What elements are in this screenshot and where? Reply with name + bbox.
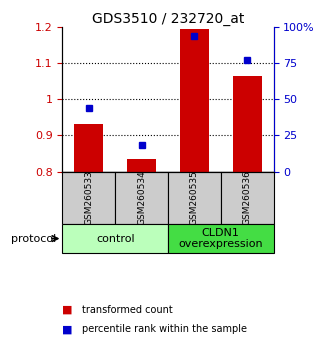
Bar [62,224,168,253]
Text: protocol: protocol [11,234,56,244]
Bar [115,172,168,224]
Bar [180,29,209,172]
Text: control: control [96,234,134,244]
Text: ■: ■ [62,305,73,315]
Bar [74,124,103,172]
Text: ■: ■ [62,324,73,334]
Bar [168,172,221,224]
Text: GSM260536: GSM260536 [243,171,252,225]
Bar [127,159,156,172]
Title: GDS3510 / 232720_at: GDS3510 / 232720_at [92,12,244,25]
Text: GSM260534: GSM260534 [137,171,146,225]
Text: transformed count: transformed count [82,305,172,315]
Bar [62,172,115,224]
Text: GSM260533: GSM260533 [84,171,93,225]
Bar [233,75,262,172]
Bar [221,172,274,224]
Bar [168,224,274,253]
Text: GSM260535: GSM260535 [190,171,199,225]
Text: percentile rank within the sample: percentile rank within the sample [82,324,247,334]
Text: CLDN1
overexpression: CLDN1 overexpression [179,228,263,249]
